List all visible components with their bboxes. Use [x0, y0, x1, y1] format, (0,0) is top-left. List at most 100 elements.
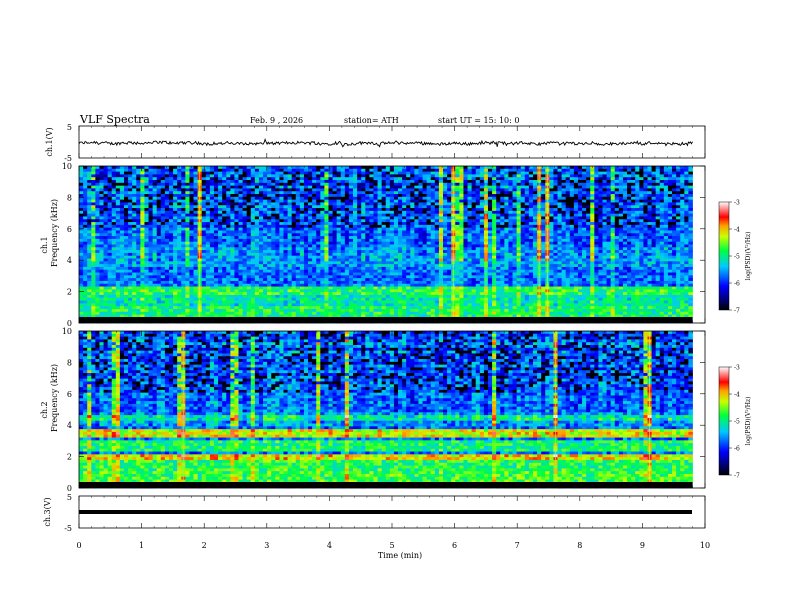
spectrogram-cell: [606, 205, 612, 209]
spectrogram-cell: [250, 255, 256, 259]
spectrogram-cell: [336, 216, 342, 220]
spectrogram-cell: [676, 255, 681, 259]
spectrogram-cell: [467, 238, 473, 243]
spectrogram-cell: [308, 191, 313, 195]
spectrogram-cell: [663, 185, 669, 189]
spectrogram-cell: [602, 199, 607, 203]
spectrogram-cell: [651, 222, 657, 226]
spectrogram-cell: [606, 216, 612, 220]
spectrogram-cell: [271, 205, 276, 209]
spectrogram-cell: [189, 252, 194, 257]
spectrogram-cell: [111, 244, 117, 248]
spectrogram-cell: [414, 174, 419, 178]
spectrogram-cell: [238, 255, 243, 259]
spectrogram-cell: [434, 250, 440, 254]
spectrogram-cell: [385, 233, 391, 237]
spectrogram-cell: [463, 230, 468, 234]
spectrogram-cell: [144, 177, 149, 181]
spectrogram-cell: [492, 166, 497, 170]
spectrogram-cell: [193, 241, 199, 245]
spectrogram-cell: [357, 202, 362, 206]
spectrogram-cell: [340, 250, 346, 254]
spectrogram-cell: [586, 238, 591, 243]
spectrogram-cell: [140, 230, 145, 234]
spectrogram-cell: [635, 250, 640, 254]
spectrogram-cell: [344, 255, 350, 259]
spectrogram-cell: [258, 255, 264, 259]
spectrogram-cell: [361, 219, 366, 223]
spectrogram-cell: [250, 166, 256, 170]
spectrogram-cell: [627, 222, 632, 226]
spectrogram-cell: [160, 166, 166, 170]
spectrogram-cell: [651, 174, 657, 178]
spectrogram-cell: [103, 177, 109, 181]
spectrogram-cell: [308, 174, 313, 178]
spectrogram-cell: [467, 247, 473, 251]
spectrogram-cell: [459, 174, 464, 178]
spectrogram-cell: [618, 227, 624, 231]
spectrogram-cell: [168, 191, 174, 195]
spectrogram-cell: [209, 244, 215, 248]
spectrogram-cell: [672, 250, 677, 254]
spectrogram-cell: [222, 177, 227, 181]
spectrogram-cell: [119, 258, 125, 262]
spectrogram-cell: [209, 174, 215, 178]
spectrogram-cell: [123, 224, 129, 229]
spectrogram-cell: [324, 166, 329, 170]
spectrogram-cell: [115, 230, 121, 234]
spectrogram-cell: [267, 236, 272, 240]
spectrogram-cell: [594, 244, 599, 248]
spectrogram-cell: [283, 171, 288, 175]
spectrogram-cell: [250, 196, 256, 201]
spectrogram-cell: [528, 227, 534, 231]
spectrogram-cell: [610, 213, 616, 217]
spectrogram-cell: [492, 252, 497, 257]
spectrogram-cell: [398, 219, 403, 223]
spectrogram-cell: [594, 255, 599, 259]
spectrogram-cell: [291, 252, 297, 257]
spectrogram-cell: [524, 180, 530, 184]
spectrogram-cell: [316, 230, 321, 234]
spectrogram-cell: [565, 238, 571, 243]
spectrogram-cell: [279, 205, 284, 209]
spectrogram-cell: [635, 171, 640, 175]
spectrogram-cell: [254, 208, 260, 212]
spectrogram-cell: [348, 250, 354, 254]
spectrogram-cell: [512, 233, 518, 237]
spectrogram-cell: [103, 185, 109, 189]
spectrogram-cell: [479, 177, 485, 181]
spectrogram-cell: [173, 174, 178, 178]
spectrogram-cell: [553, 219, 558, 223]
spectrogram-cell: [246, 182, 252, 187]
spectrogram-cell: [680, 194, 685, 198]
spectrogram-cell: [389, 247, 395, 251]
spectrogram-cell: [299, 219, 305, 223]
spectrogram-cell: [459, 180, 464, 184]
spectrogram-cell: [467, 244, 473, 248]
spectrogram-cell: [434, 238, 440, 243]
spectrogram-cell: [357, 233, 362, 237]
spectrogram-cell: [598, 205, 603, 209]
spectrogram-cell: [516, 255, 522, 259]
spectrogram-cell: [524, 250, 530, 254]
spectrogram-cell: [627, 216, 632, 220]
spectrogram-cell: [443, 238, 448, 243]
spectrogram-cell: [459, 216, 464, 220]
spectrogram-cell: [222, 252, 227, 257]
spectrogram-cell: [479, 252, 485, 257]
spectrogram-cell: [381, 177, 387, 181]
spectrogram-cell: [659, 252, 665, 257]
spectrogram-cell: [402, 188, 407, 192]
spectrogram-cell: [582, 219, 587, 223]
spectrogram-cell: [553, 210, 558, 215]
spectrogram-cell: [577, 233, 583, 237]
spectrogram-cell: [479, 205, 485, 209]
spectrogram-cell: [582, 250, 587, 254]
spectrogram-cell: [369, 241, 374, 245]
spectrogram-cell: [308, 227, 313, 231]
spectrogram-cell: [520, 196, 526, 201]
spectrogram-cell: [340, 177, 346, 181]
spectrogram-cell: [410, 247, 415, 251]
spectrogram-cell: [271, 168, 276, 172]
spectrogram-cell: [438, 174, 444, 178]
